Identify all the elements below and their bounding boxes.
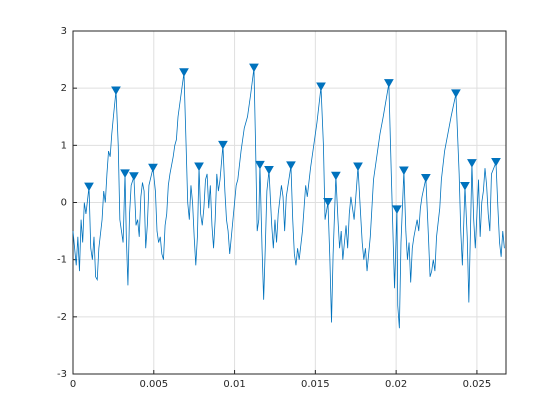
peak-marker [323,198,333,207]
peak-marker [120,169,130,178]
y-tick-label: -2 [57,312,67,323]
x-tick-label: 0.005 [139,379,168,390]
peak-marker [286,161,296,170]
x-tick-label: 0.015 [301,379,330,390]
peak-marker [129,172,139,181]
x-tick-label: 0 [70,379,76,390]
signal-line [72,68,505,329]
peak-marker [179,68,189,77]
peak-marker [331,171,341,181]
axes-box [72,30,507,375]
peak-marker [460,181,470,191]
peak-marker [111,86,121,96]
peak-marker [255,160,265,170]
peak-marker [399,166,409,176]
y-tick-label: -3 [57,369,67,380]
y-tick-label: 3 [61,26,67,37]
peak-marker [353,162,363,172]
y-tick-label: 2 [61,83,67,94]
x-tick-label: 0.01 [223,379,245,390]
y-tick-label: 1 [61,140,67,151]
peak-marker [467,159,477,168]
peak-marker [84,182,94,192]
peak-marker [148,163,158,173]
peak-marker [491,157,501,167]
peak-marker [194,162,204,172]
x-tick-label: 0.02 [385,379,407,390]
peak-marker [384,79,394,88]
peak-marker [316,82,326,92]
y-tick-label: 0 [61,198,67,209]
peak-marker [249,63,259,73]
peak-marker [392,205,402,214]
y-tick-label: -1 [57,255,67,266]
peak-marker [218,140,228,150]
peak-marker [264,165,274,175]
x-tick-label: 0.025 [463,379,492,390]
peak-marker [451,89,461,98]
peak-marker [421,173,431,183]
